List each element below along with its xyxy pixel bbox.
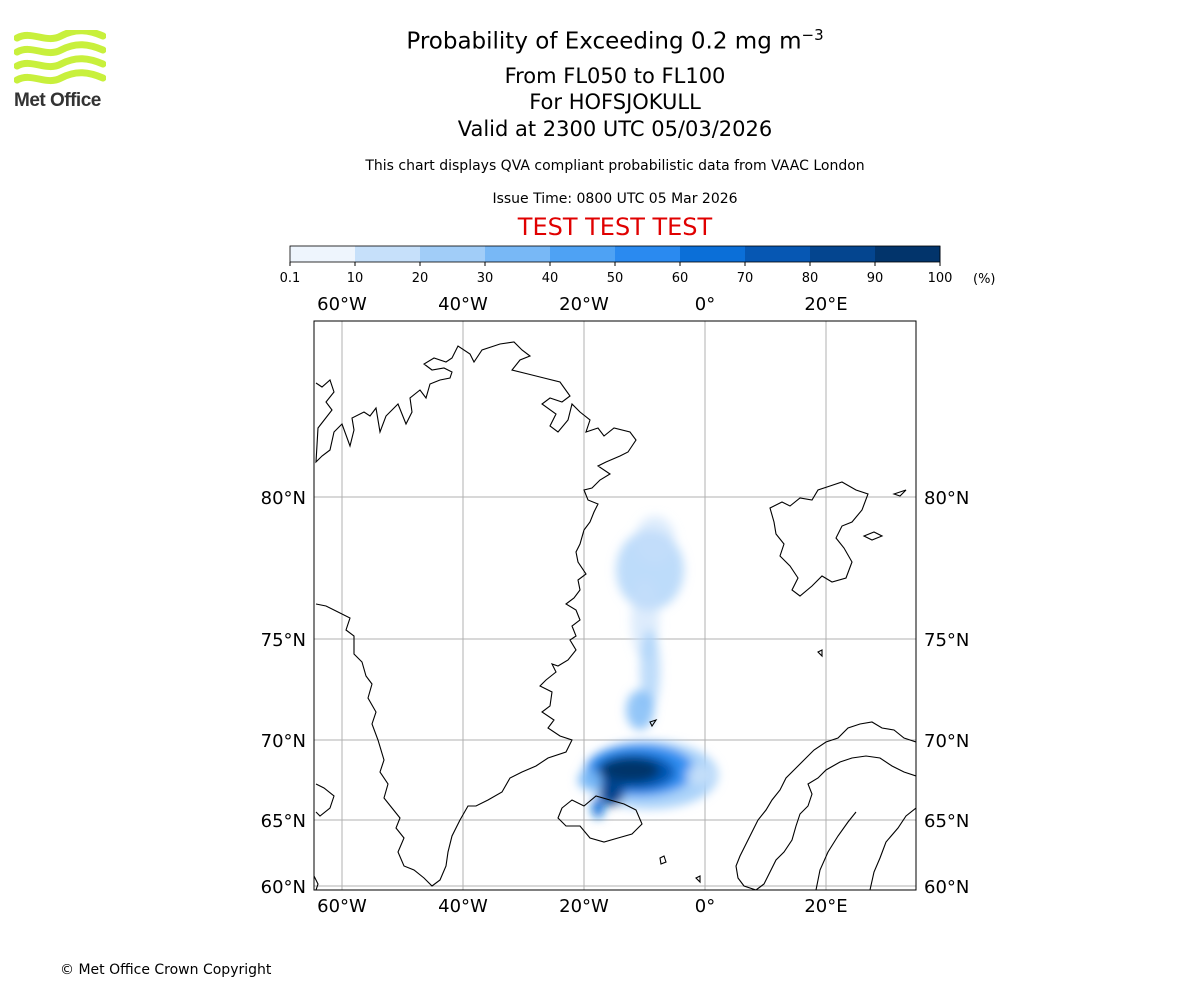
colorbar-segment <box>485 246 551 262</box>
colorbar-tick-label: 0.1 <box>280 271 301 286</box>
jan-mayen-coastline <box>649 718 658 728</box>
longitude-label-bottom: 20°W <box>559 896 609 917</box>
colorbar-tick-label: 20 <box>412 271 429 286</box>
chart-description: This chart displays QVA compliant probab… <box>365 158 865 174</box>
longitude-label-bottom: 0° <box>695 896 715 917</box>
latitude-label-right: 60°N <box>924 877 969 898</box>
logo-text: Met Office <box>14 90 101 111</box>
latitude-label-right: 70°N <box>924 731 969 752</box>
colorbar-segment <box>745 246 811 262</box>
longitude-label-bottom: 60°W <box>317 896 367 917</box>
latitude-label-right: 80°N <box>924 488 969 509</box>
longitude-label-bottom: 40°W <box>438 896 488 917</box>
greenland-coastline <box>315 341 637 887</box>
iceland-coastline <box>557 795 643 843</box>
colorbar-tick-label: 30 <box>477 271 494 286</box>
colorbar-tick-label: 50 <box>607 271 624 286</box>
volcano-name: For HOFSJOKULL <box>529 90 701 114</box>
gulf-of-bothnia <box>869 807 916 890</box>
flight-levels: From FL050 to FL100 <box>504 64 726 88</box>
latitude-label-right: 65°N <box>924 811 969 832</box>
colorbar-tick-label: 100 <box>928 271 953 286</box>
met-office-logo-icon <box>14 30 106 85</box>
colorbar-segment <box>810 246 876 262</box>
colorbar-segment <box>420 246 486 262</box>
colorbar-tick-label: 60 <box>672 271 689 286</box>
colorbar-unit: (%) <box>973 272 996 287</box>
colorbar-tick-label: 80 <box>802 271 819 286</box>
latitude-label-right: 75°N <box>924 630 969 651</box>
ash-probability-field <box>578 516 718 818</box>
copyright: © Met Office Crown Copyright <box>60 962 272 978</box>
longitude-label-bottom: 20°E <box>804 896 847 917</box>
baffin-coast <box>314 875 319 890</box>
test-banner: TEST TEST TEST <box>517 213 713 241</box>
colorbar: 0.1 10 20 30 40 50 60 70 80 90 100 <box>280 245 953 286</box>
latitude-label-left: 70°N <box>261 731 306 752</box>
latitude-label-left: 75°N <box>261 630 306 651</box>
latitude-label-left: 60°N <box>261 877 306 898</box>
chart-title: Probability of Exceeding 0.2 mg m−3 <box>0 26 1200 55</box>
greenland-west-island <box>315 783 335 817</box>
latitude-label-left: 65°N <box>261 811 306 832</box>
latitude-label-left: 80°N <box>261 488 306 509</box>
colorbar-segment <box>550 246 616 262</box>
title-exponent: −3 <box>801 26 824 44</box>
faroe-islands-coastline <box>659 855 667 865</box>
longitude-label-top: 20°E <box>804 294 847 315</box>
longitude-label-top: 60°W <box>317 294 367 315</box>
colorbar-tick-label: 70 <box>737 271 754 286</box>
map-frame <box>313 320 917 891</box>
longitude-label-top: 0° <box>695 294 715 315</box>
axis-labels: 60°W 60°W 40°W 40°W 20°W 20°W 0° 0° 20°E 20°E 80°N… <box>261 294 970 917</box>
colorbar-segment <box>355 246 421 262</box>
scandinavia-coastline <box>735 721 916 890</box>
longitude-label-top: 40°W <box>438 294 488 315</box>
svalbard-coastline <box>769 481 869 597</box>
title-prefix: Probability of Exceeding 0.2 mg m <box>406 28 802 55</box>
gridlines <box>314 321 916 890</box>
colorbar-segment <box>680 246 746 262</box>
colorbar-tick-label: 90 <box>867 271 884 286</box>
longitude-label-top: 20°W <box>559 294 609 315</box>
colorbar-tick-label: 40 <box>542 271 559 286</box>
issue-time: Issue Time: 0800 UTC 05 Mar 2026 <box>492 191 738 207</box>
colorbar-segment <box>290 246 356 262</box>
colorbar-segment <box>615 246 681 262</box>
valid-time: Valid at 2300 UTC 05/03/2026 <box>457 117 773 141</box>
colorbar-segment <box>875 246 941 262</box>
colorbar-tick-label: 10 <box>347 271 364 286</box>
coastlines <box>314 341 916 890</box>
